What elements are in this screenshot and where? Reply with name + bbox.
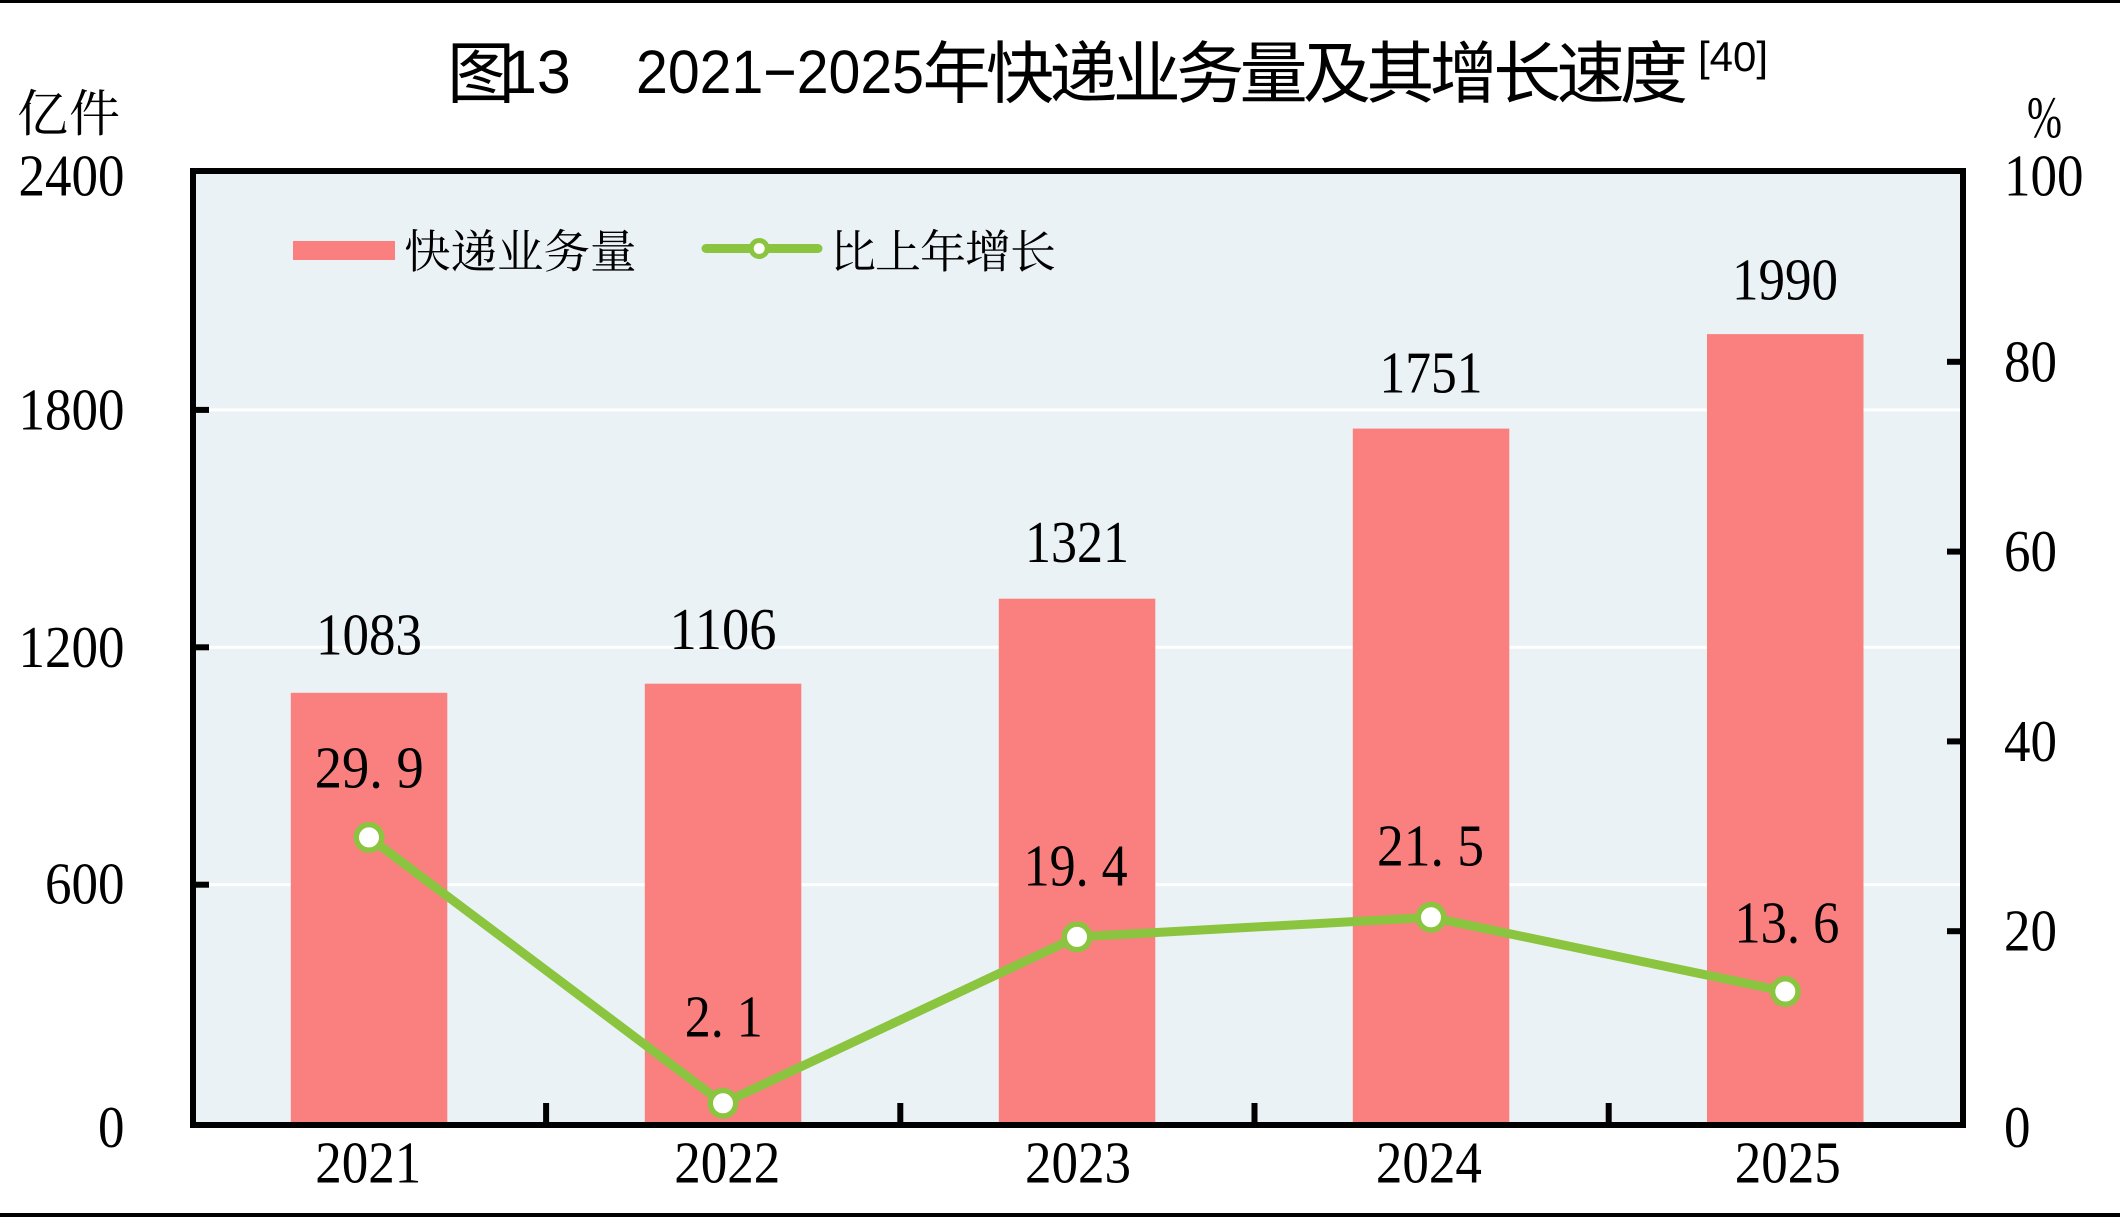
svg-text:2021: 2021 — [315, 1130, 421, 1196]
svg-text:60: 60 — [2004, 518, 2057, 584]
svg-text:20: 20 — [2004, 898, 2057, 964]
svg-text:100: 100 — [2004, 143, 2084, 209]
svg-text:2025: 2025 — [1735, 1130, 1841, 1196]
svg-text:19. 4: 19. 4 — [1024, 832, 1128, 898]
svg-text:40: 40 — [2004, 708, 2057, 774]
svg-text:[40]: [40] — [1698, 33, 1768, 80]
svg-text:2024: 2024 — [1376, 1130, 1482, 1196]
svg-text:13. 6: 13. 6 — [1734, 889, 1839, 955]
svg-text:2021−2025: 2021−2025 — [636, 38, 924, 106]
svg-text:29. 9: 29. 9 — [315, 734, 424, 800]
svg-text:%: % — [2027, 84, 2062, 150]
svg-text:2400: 2400 — [19, 143, 125, 209]
svg-text:0: 0 — [2004, 1094, 2031, 1160]
svg-text:600: 600 — [45, 851, 125, 917]
svg-text:21. 5: 21. 5 — [1377, 812, 1484, 878]
svg-text:0: 0 — [98, 1094, 125, 1160]
svg-text:2022: 2022 — [674, 1130, 780, 1196]
svg-text:1800: 1800 — [19, 376, 125, 442]
svg-text:2. 1: 2. 1 — [685, 984, 763, 1050]
svg-text:1321: 1321 — [1025, 509, 1129, 575]
svg-text:2023: 2023 — [1025, 1130, 1131, 1196]
svg-text:1990: 1990 — [1732, 246, 1838, 312]
svg-text:13: 13 — [503, 38, 571, 106]
svg-text:1200: 1200 — [19, 614, 125, 680]
svg-text:1106: 1106 — [670, 596, 777, 662]
svg-text:1083: 1083 — [316, 602, 422, 668]
svg-text:1751: 1751 — [1380, 339, 1483, 405]
svg-text:80: 80 — [2004, 328, 2057, 394]
